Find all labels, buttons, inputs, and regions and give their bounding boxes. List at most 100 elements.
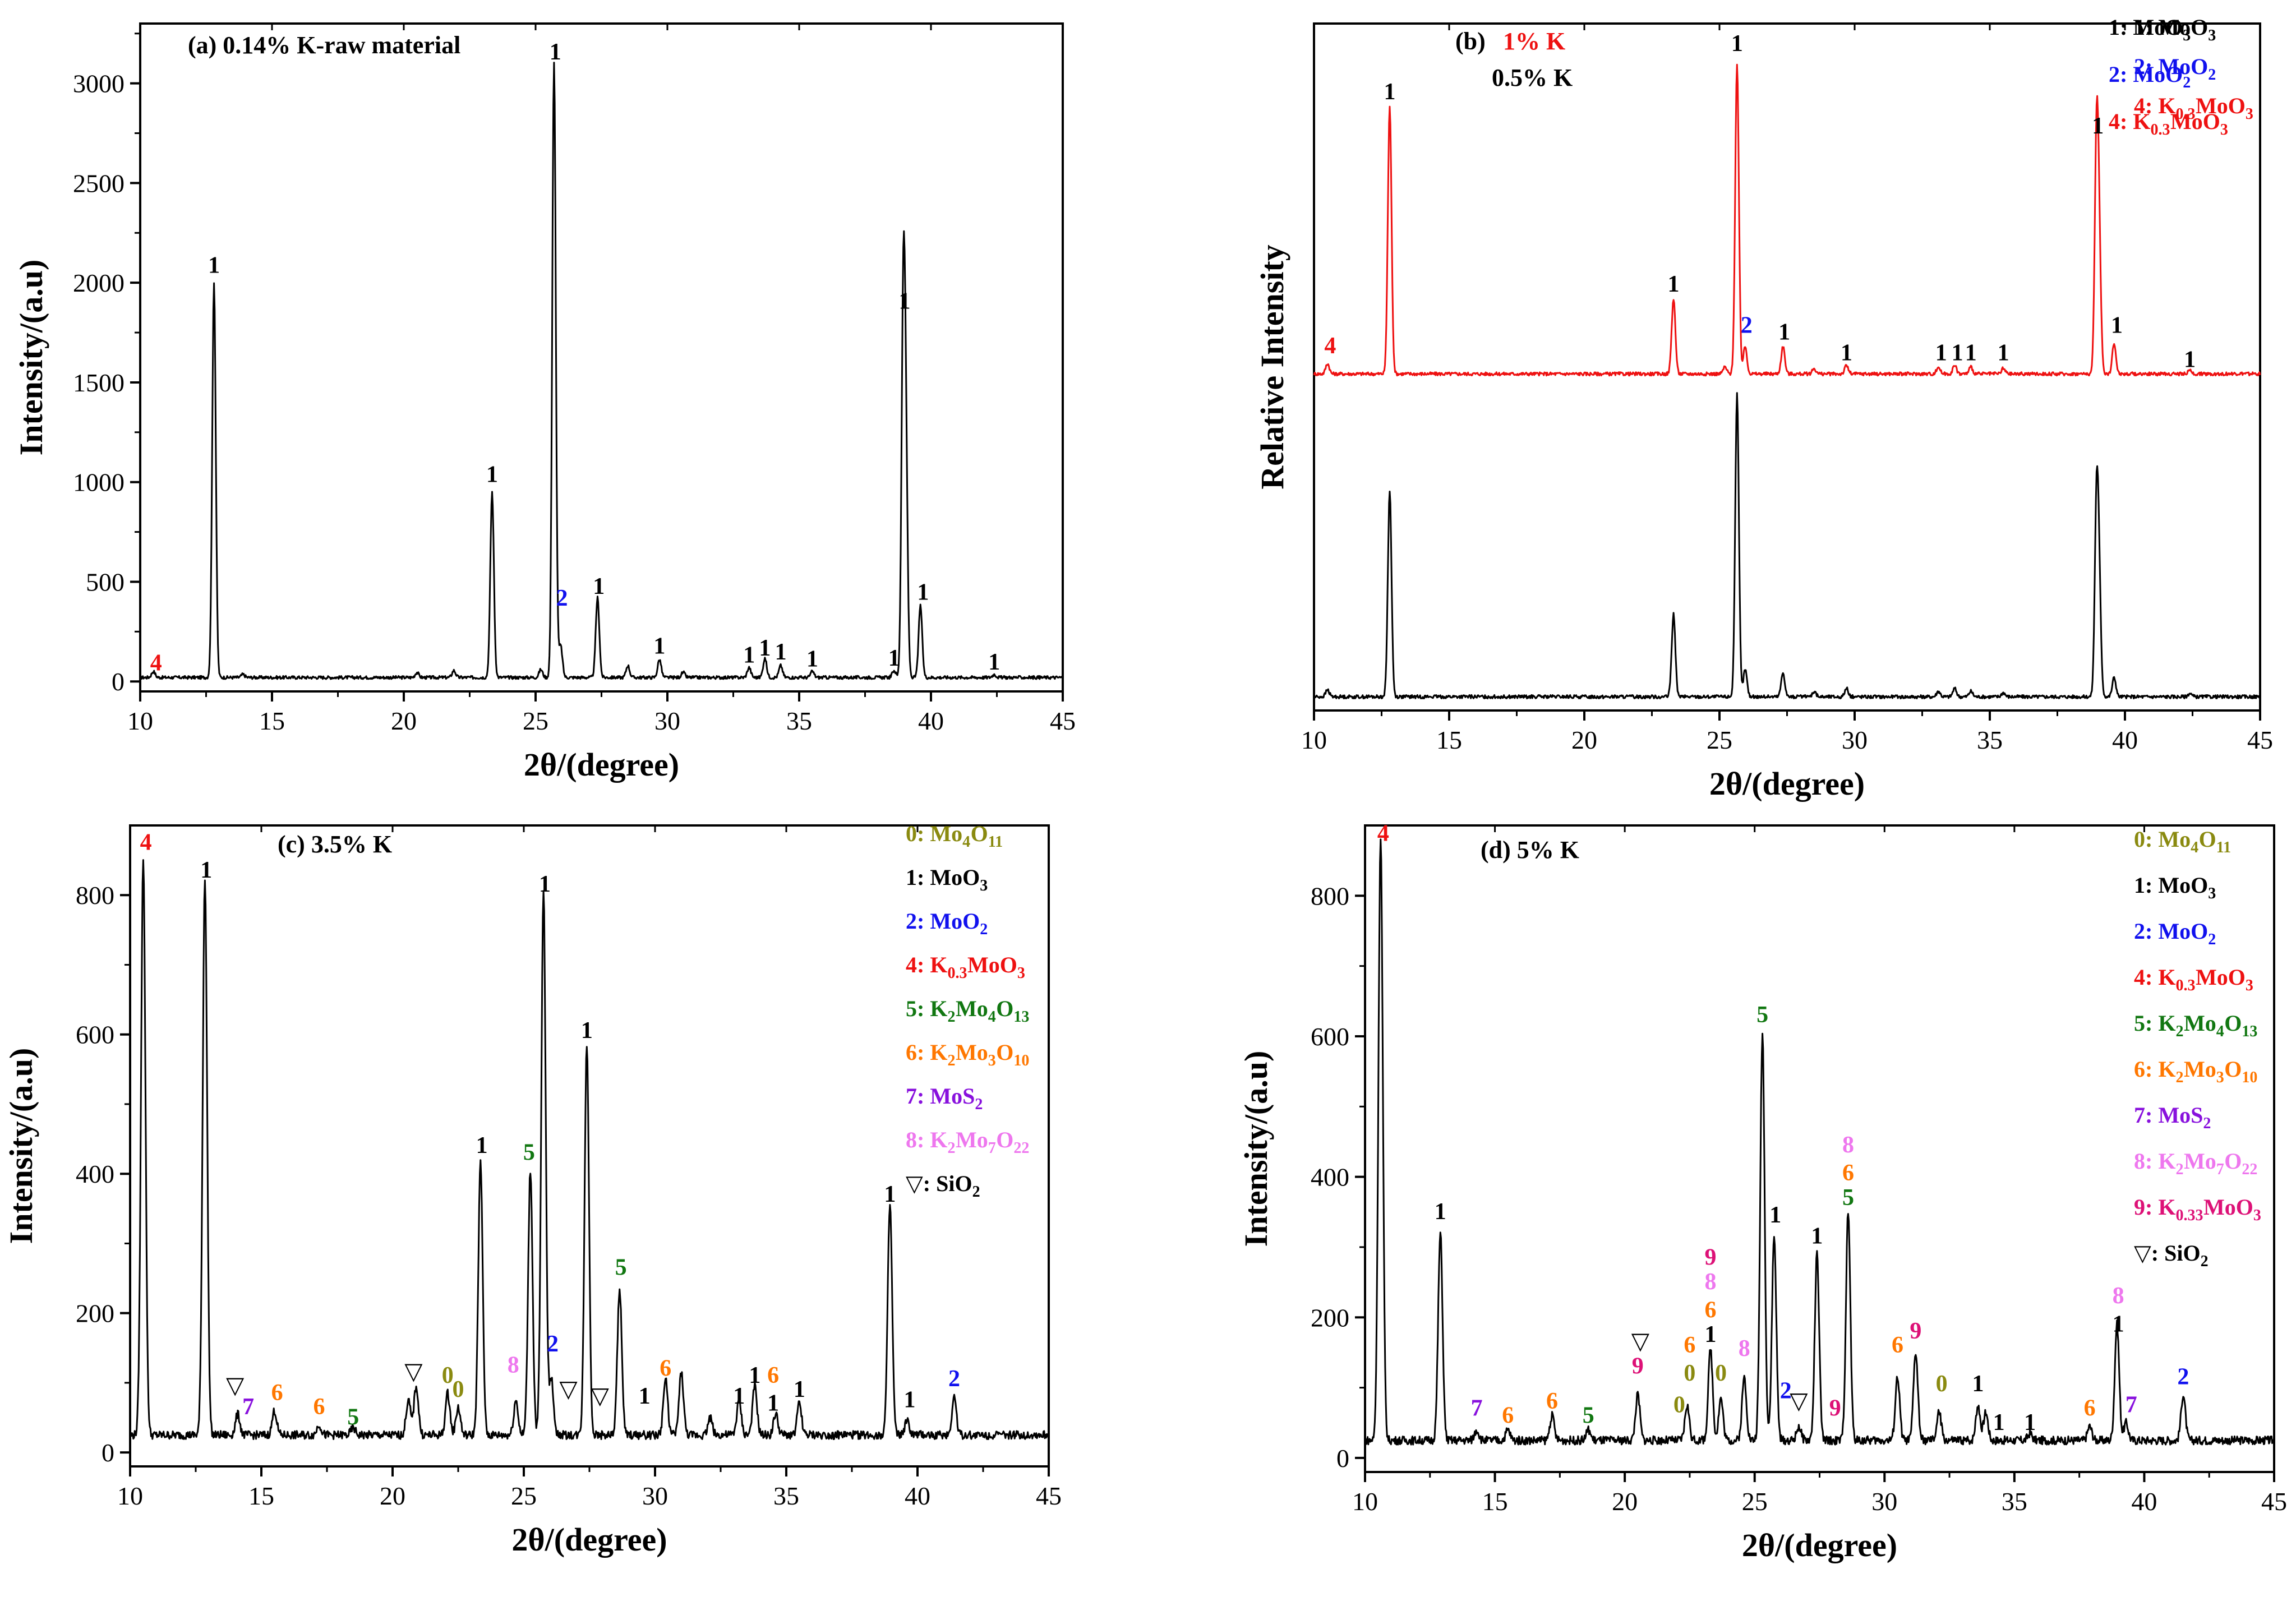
peak-label: 1 [200,857,212,883]
x-tick-label: 20 [1612,1487,1638,1516]
peak-label: 1 [486,462,498,488]
legend-entry: 1: MoO3 [2109,15,2191,44]
peak-label: 1 [2092,113,2104,139]
peak-label: 4 [150,650,162,676]
legend-entry: ▽: SiO2 [2134,1240,2209,1270]
legend-entry: 4: K0.3 MoO3 [906,952,1025,982]
chart-title: (b) [1455,27,1486,55]
legend-entry: 0: Mo4 O11 [906,821,1003,851]
peak-label: 9 [1829,1396,1841,1422]
x-tick-label: 10 [1352,1487,1378,1516]
peak-label: 1 [884,1182,896,1207]
y-tick-label: 1000 [73,468,125,497]
x-axis-label: 2θ/(degree) [524,746,679,783]
y-axis-label: Intensity/(a.u) [1238,1051,1274,1247]
x-tick-label: 35 [1977,726,2003,754]
peak-label: 0 [442,1363,454,1388]
peak-label: 5 [615,1254,627,1280]
legend-entry: 5: K2 Mo4 O13 [2134,1010,2257,1040]
chart-panel-c: 10 15 20 25 30 35 40 4502004006008002θ/(degree)… [3,821,1062,1558]
peak-label: 4 [1377,821,1389,847]
x-tick-label: 40 [2131,1487,2157,1516]
y-tick-label: 600 [1311,1022,1349,1051]
peak-label: 1 [743,642,755,668]
peak-label: 1 [988,649,1000,675]
x-axis-label: 2θ/(degree) [1709,765,1865,802]
y-tick-label: 800 [1311,882,1349,910]
y-tick-label: 3000 [73,70,125,98]
chart-title: (a) 0.14% K-raw material [188,31,460,59]
x-tick-label: 40 [905,1482,930,1510]
peak-label: 1 [1668,271,1680,297]
peak-label: 2 [2177,1364,2189,1390]
legend-entry: 2: MoO2 [2134,54,2216,84]
y-axis-label: Intensity/(a.u) [13,260,49,456]
peak-label: 9 [1910,1318,1921,1344]
legend-entry: 6: K2 Mo3 O10 [906,1040,1029,1069]
y-tick-label: 600 [76,1021,114,1049]
peak-label: 1 [759,635,771,661]
peak-label: 1 [1952,340,1963,366]
peak-label: ▽ [1790,1388,1808,1414]
peak-label: 1 [2113,1311,2124,1337]
peak-label: 1 [653,633,665,659]
peak-label: 1 [917,579,929,605]
peak-label: 8 [2113,1283,2124,1309]
peak-label: 8 [508,1352,519,1378]
peak-label: 2 [948,1366,960,1392]
peak-label: 8 [1704,1269,1716,1295]
peak-label: 1 [1769,1202,1781,1228]
x-tick-label: 25 [1742,1487,1768,1516]
legend-entry: 2: MoO2 [906,908,988,938]
series-line [1313,392,2261,700]
peak-label: 5 [347,1404,359,1430]
peak-label: 6 [1704,1297,1716,1323]
x-tick-label: 30 [1842,726,1868,754]
peak-label: 1 [2184,347,2196,373]
peak-label: ▽ [1631,1329,1650,1355]
peak-label: 7 [2126,1392,2137,1418]
peak-label: 1 [1993,1410,2005,1436]
x-tick-label: 10 [1301,726,1327,754]
legend: 0: Mo4 O11 1: MoO3 2: MoO2 4: K0.3 MoO3 … [2134,827,2261,1270]
peak-label: 6 [271,1380,283,1406]
peak-label: 1 [1811,1224,1823,1249]
peak-label: 1 [1998,340,2009,366]
peak-label: 1 [639,1383,651,1409]
x-tick-label: 15 [259,707,285,735]
x-tick-label: 15 [1436,726,1462,754]
peak-label: 0 [1673,1392,1685,1418]
legend-entry: 7: MoS2 [2134,1102,2211,1132]
peak-label: 1 [550,39,561,65]
chart-panel-d: 10 15 20 25 30 35 40 4502004006008002θ/(degree)… [1238,821,2287,1563]
x-tick-label: 35 [2002,1487,2027,1516]
series-line [129,859,1050,1440]
x-tick-label: 20 [380,1482,405,1510]
series-line [140,62,1064,680]
legend-entry: 8: K2 Mo7 O22 [906,1127,1029,1157]
x-tick-label: 20 [1571,726,1597,754]
peak-label: 1 [775,639,787,665]
peak-label: 6 [1546,1388,1558,1414]
y-tick-label: 500 [86,567,125,596]
peak-label: 0 [1715,1360,1727,1386]
x-tick-label: 30 [1871,1487,1897,1516]
peak-label: ▽ [559,1377,578,1402]
peak-label: 9 [1704,1244,1716,1270]
peak-label: ▽ [404,1359,423,1385]
y-tick-label: 200 [1311,1303,1349,1332]
y-tick-label: 2500 [73,169,125,197]
peak-label: 6 [1502,1402,1514,1428]
peak-label: 0 [1936,1371,1948,1397]
legend-entry: 6: K2 Mo3 O10 [2134,1056,2257,1086]
peak-label: 2 [547,1331,559,1357]
peak-label: 1 [749,1363,760,1388]
peak-label: 1 [208,252,220,278]
legend-entry: ▽: SiO2 [906,1171,980,1201]
x-tick-label: 15 [1482,1487,1508,1516]
peak-label: 1 [593,574,605,599]
y-tick-label: 800 [76,881,114,910]
legend: 1: MoO3 2: MoO2 4: K0.3 MoO3 [2109,15,2228,139]
peak-label: 4 [1324,333,1336,359]
peak-label: 1 [476,1133,488,1159]
